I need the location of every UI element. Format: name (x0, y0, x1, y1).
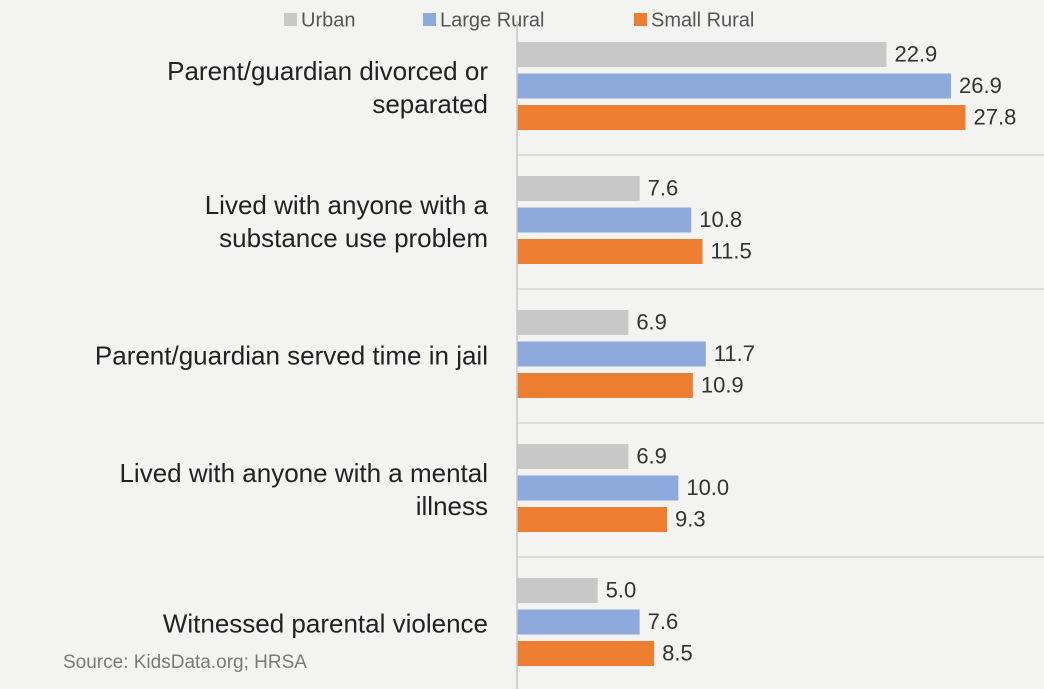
legend-label: Large Rural (440, 9, 545, 31)
legend-label: Small Rural (651, 9, 754, 31)
bar (517, 475, 679, 501)
category-label: Parent/guardian divorced or separated (167, 56, 488, 119)
bar (517, 73, 951, 99)
legend-swatch (423, 13, 436, 26)
value-label: 6.9 (636, 443, 667, 468)
bar (517, 609, 640, 635)
value-label: 27.8 (974, 104, 1017, 129)
value-label: 26.9 (959, 73, 1002, 98)
bar (517, 207, 692, 233)
category-label: Witnessed parental violence (162, 608, 488, 639)
value-label: 9.3 (675, 506, 706, 531)
bar (517, 444, 629, 469)
bar (517, 341, 706, 367)
bar (517, 578, 598, 603)
value-label: 11.5 (711, 238, 752, 263)
legend-swatch (634, 13, 647, 26)
value-label: 8.5 (662, 640, 693, 665)
source-note: Source: KidsData.org; HRSA (63, 652, 307, 673)
bar (517, 239, 703, 264)
value-label: 10.0 (686, 475, 729, 500)
bar (517, 105, 966, 130)
value-label: 7.6 (648, 175, 679, 200)
legend-swatch (284, 13, 297, 26)
category-label: Lived with anyone with a mental illness (119, 458, 488, 521)
value-label: 10.8 (699, 207, 742, 232)
bar (517, 42, 887, 67)
legend-label: Urban (301, 9, 355, 31)
bar (517, 373, 693, 398)
bar (517, 507, 668, 532)
value-label: 6.9 (636, 309, 667, 334)
bar (517, 641, 655, 666)
value-label: 22.9 (894, 41, 937, 66)
value-label: 7.6 (648, 609, 679, 634)
category-label: Lived with anyone with a substance use p… (204, 190, 488, 253)
value-label: 11.7 (714, 341, 755, 366)
value-label: 10.9 (701, 372, 744, 397)
category-label: Parent/guardian served time in jail (94, 340, 488, 371)
value-label: 5.0 (606, 577, 637, 602)
bar (517, 310, 629, 335)
bar (517, 176, 640, 201)
